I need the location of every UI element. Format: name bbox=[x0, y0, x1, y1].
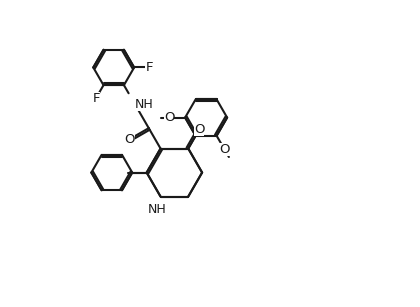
Text: NH: NH bbox=[147, 203, 166, 216]
Text: O: O bbox=[125, 133, 135, 146]
Text: NH: NH bbox=[135, 98, 154, 111]
Text: F: F bbox=[145, 61, 153, 74]
Text: O: O bbox=[194, 123, 205, 136]
Text: F: F bbox=[92, 91, 100, 105]
Text: O: O bbox=[164, 111, 174, 124]
Text: O: O bbox=[219, 143, 230, 156]
